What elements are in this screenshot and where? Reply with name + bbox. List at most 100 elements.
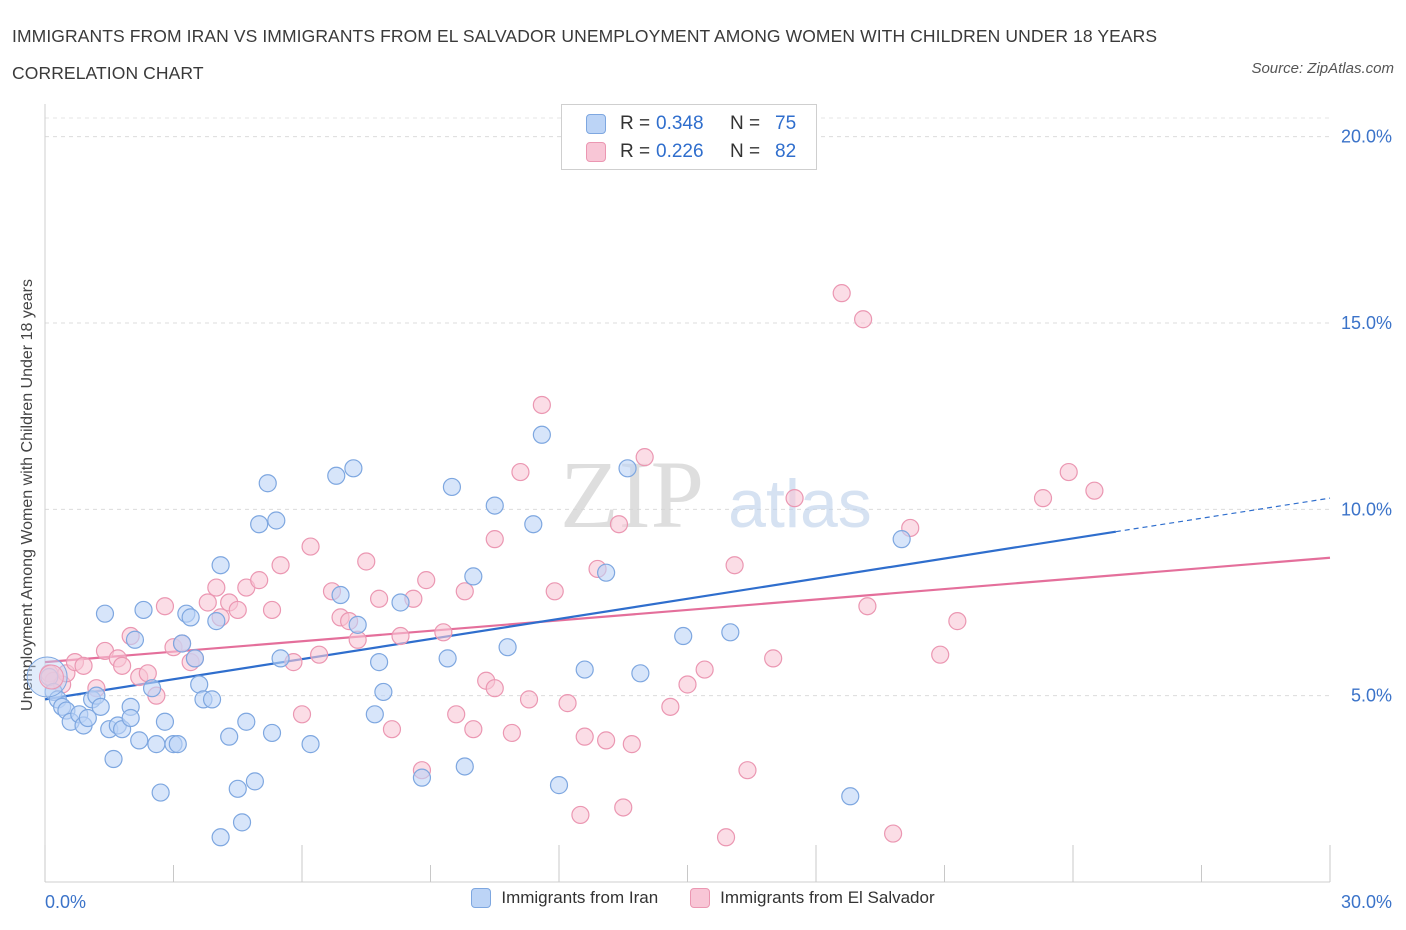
point-salvador [391,626,410,646]
iran-r-label: R = [620,113,651,134]
point-salvador [575,727,594,746]
point-salvador [292,705,312,724]
point-iran [125,630,145,649]
point-iran [301,735,320,754]
point-iran [438,649,457,668]
point-salvador [464,720,483,739]
point-iran [250,515,269,534]
legend-salvador-label: Immigrants from El Salvador [720,888,935,907]
point-iran [464,567,483,586]
point-salvador [207,578,226,597]
stats-legend-iran: R = 0.348 N = 75 [586,110,796,138]
point-iran [618,459,637,478]
watermark-zip: ZIP [560,441,704,548]
point-iran [391,593,410,612]
point-iran [365,705,384,724]
legend-item-salvador[interactable]: Immigrants from El Salvador [690,888,935,908]
legend-iran-swatch [471,888,492,908]
point-salvador [485,530,504,549]
point-salvador [695,660,714,679]
y-tick-label: 10.0% [1341,499,1392,519]
point-salvador [622,735,641,754]
point-salvador [931,645,950,664]
trend-line-iran-extension [1115,497,1331,533]
point-iran [155,712,175,731]
point-salvador [571,805,590,825]
point-salvador [854,310,873,329]
point-salvador [1033,489,1053,508]
point-iran [202,690,222,709]
point-salvador [716,828,736,847]
point-salvador [357,552,376,571]
point-salvador [558,694,577,713]
point-salvador [725,556,744,575]
point-iran [485,496,504,515]
point-iran [245,772,264,791]
point-salvador [74,656,93,675]
point-iran [549,776,569,795]
point-iran [455,757,474,776]
point-iran [104,749,123,769]
point-iran [228,779,247,798]
point-iran [78,708,97,728]
point-salvador [635,448,654,467]
point-iran [95,604,115,623]
point-iran [211,556,230,575]
point-iran [181,608,200,627]
point-iran [498,638,517,657]
source-label: Source: ZipAtlas.com [1251,60,1394,77]
point-iran [631,664,650,683]
point-iran [207,612,226,631]
point-iran [348,615,367,634]
point-salvador [271,556,290,575]
point-iran [532,425,551,444]
point-salvador [250,571,269,590]
point-iran [134,600,153,620]
point-salvador [502,723,521,743]
point-salvador [1085,481,1104,500]
point-salvador [661,697,680,716]
salvador-r-label: R = [620,141,651,162]
point-iran [91,697,110,716]
y-tick-label: 20.0% [1341,127,1392,147]
point-salvador [764,649,783,668]
legend-item-iran[interactable]: Immigrants from Iran [471,888,658,908]
salvador-n-value: 82 [775,141,797,162]
trend-line-salvador [44,556,1331,664]
point-salvador [138,664,157,683]
iran-n-value: 75 [775,113,797,134]
point-iran [130,731,149,750]
point-salvador [198,593,217,612]
point-salvador [532,395,551,415]
point-salvador [455,582,474,601]
point-iran [374,682,393,702]
point-salvador [948,612,967,631]
point-salvador [382,720,402,739]
point-iran [258,474,277,493]
point-salvador [310,645,329,664]
y-tick-label: 5.0% [1351,686,1392,706]
series-legend: Immigrants from Iran Immigrants from El … [0,888,1406,908]
point-iran [142,679,162,698]
point-iran [168,735,187,754]
point-iran [190,675,209,694]
trend-lines [44,497,1331,701]
chart-title: IMMIGRANTS FROM IRAN VS IMMIGRANTS FROM … [12,26,1158,83]
point-salvador [262,600,282,620]
point-salvador [678,675,697,694]
point-salvador [1059,462,1078,482]
legend-salvador-swatch [690,888,711,908]
y-tick-label: 15.0% [1341,313,1392,333]
point-salvador [112,656,132,675]
data-points [26,284,1104,847]
point-salvador [228,600,247,620]
point-salvador [858,597,877,616]
legend-iran-label: Immigrants from Iran [501,888,659,907]
point-salvador [511,462,530,482]
point-salvador [545,582,564,601]
point-iran [892,530,911,549]
point-salvador [883,824,903,843]
salvador-swatch [586,142,606,162]
point-iran [575,660,594,679]
